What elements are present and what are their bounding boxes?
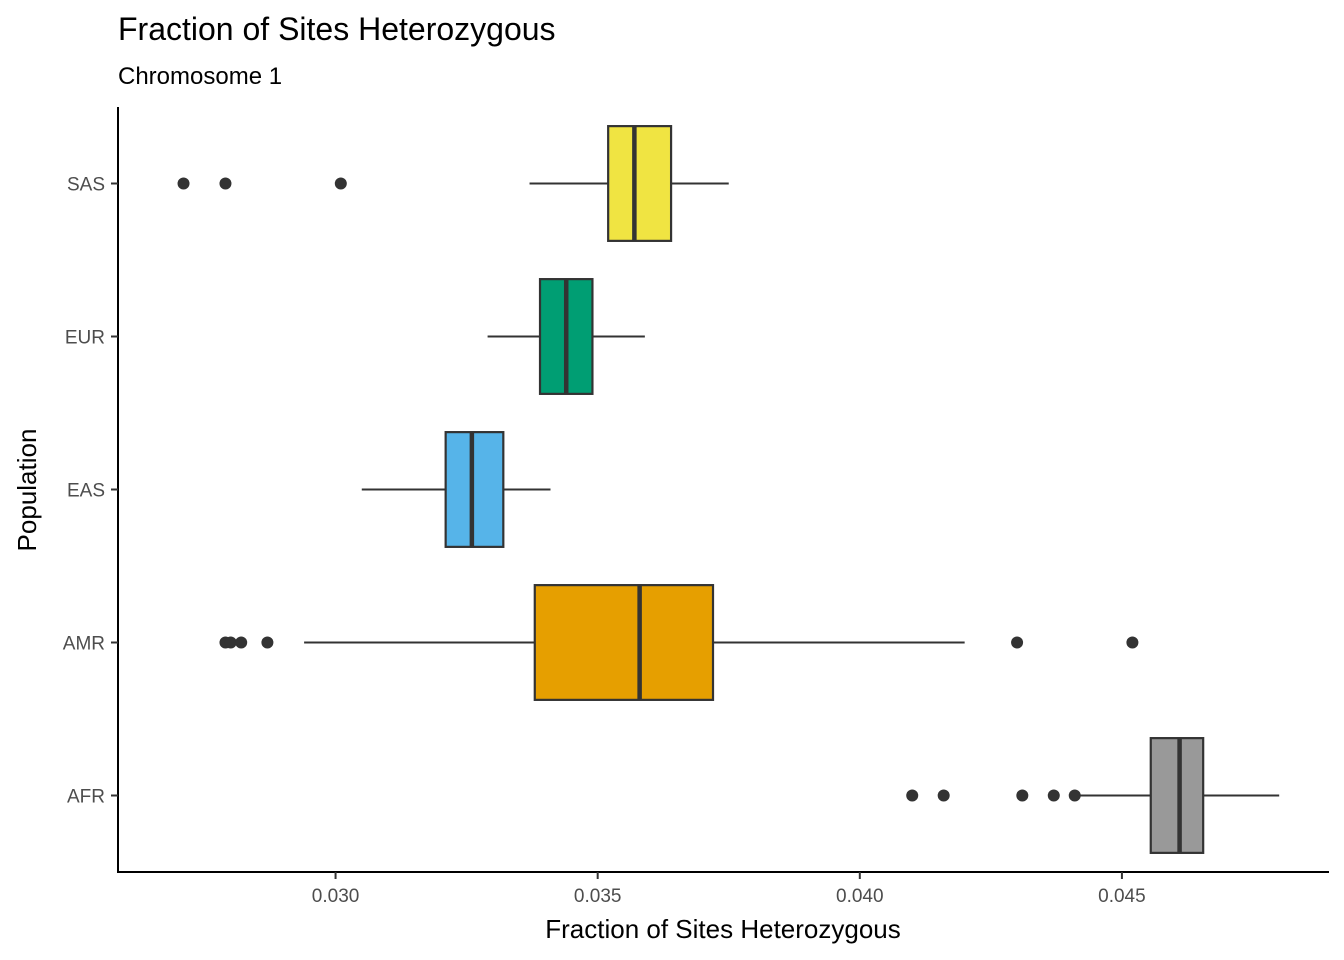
outlier-point-amr-6 (1126, 636, 1139, 649)
outlier-point-amr-5 (1011, 636, 1024, 649)
outlier-point-afr-1 (906, 789, 919, 802)
outlier-point-afr-2 (937, 789, 950, 802)
box-group-sas (177, 125, 729, 242)
box-group-eas (361, 431, 551, 548)
outlier-point-afr-4 (1047, 789, 1060, 802)
outlier-point-amr-3 (235, 636, 248, 649)
x-tick-label: 0.040 (836, 886, 884, 907)
y-axis-title: Population (12, 429, 42, 552)
outlier-point-amr-2 (224, 636, 237, 649)
x-axis-title: Fraction of Sites Heterozygous (545, 914, 901, 944)
x-tick-label: 0.030 (312, 886, 360, 907)
x-tick-label: 0.035 (574, 886, 622, 907)
box-group-eur (487, 278, 645, 395)
outlier-point-afr-3 (1016, 789, 1029, 802)
box-eas (444, 431, 505, 548)
y-tick-label: EAS (67, 481, 105, 502)
y-tick-label: AFR (67, 787, 105, 808)
y-axis-ticks: AFR AMR EAS EUR SAS (63, 175, 118, 808)
box-group-afr (906, 737, 1280, 854)
x-axis-ticks: 0.030 0.035 0.040 0.045 (312, 872, 1146, 907)
box-group-amr (219, 584, 1139, 701)
box-amr (533, 584, 715, 701)
outlier-point-sas-3 (334, 177, 347, 190)
outlier-point-sas-2 (219, 177, 232, 190)
chart-title: Fraction of Sites Heterozygous (118, 11, 556, 47)
box-sas (607, 125, 673, 242)
y-tick-label: AMR (63, 634, 105, 655)
x-tick-label: 0.045 (1098, 886, 1146, 907)
chart-subtitle: Chromosome 1 (118, 63, 282, 90)
y-tick-label: SAS (67, 175, 105, 196)
outlier-point-amr-4 (261, 636, 274, 649)
plot-area (177, 125, 1280, 854)
outlier-point-sas-1 (177, 177, 190, 190)
box-afr (1149, 737, 1205, 854)
y-tick-label: EUR (65, 328, 105, 349)
outlier-point-afr-5 (1068, 789, 1081, 802)
